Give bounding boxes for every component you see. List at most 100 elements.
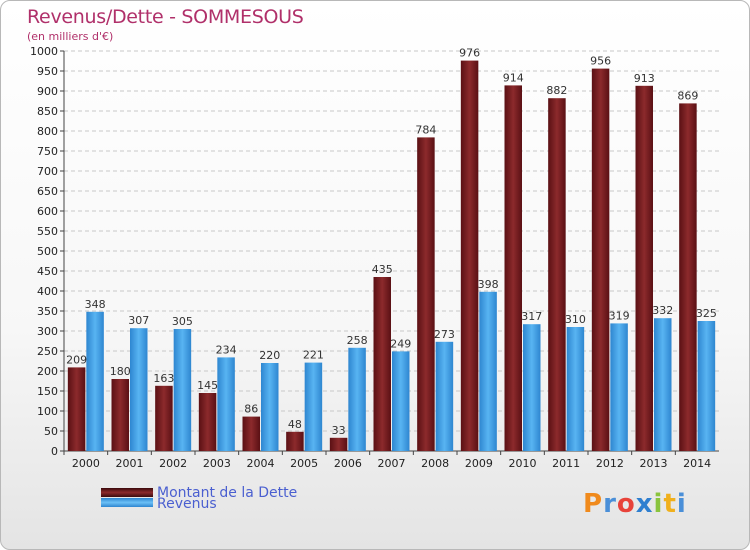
data-label-revenus-2010: 317 [521, 310, 542, 323]
bar-debt-2000 [67, 367, 86, 451]
bar-revenus-2000 [86, 311, 104, 451]
bar-revenus-2003 [217, 357, 235, 451]
y-tick-label: 0 [51, 445, 58, 458]
bar-debt-2003 [198, 393, 217, 451]
y-tick-label: 1000 [30, 45, 58, 58]
y-tick-label: 550 [37, 225, 58, 238]
y-tick-label: 600 [37, 205, 58, 218]
x-tick-label: 2006 [334, 457, 362, 470]
bar-revenus-2011 [566, 327, 585, 451]
legend-label-revenus: Revenus [157, 496, 217, 512]
bar-revenus-2005 [304, 362, 323, 451]
data-label-debt-2001: 180 [110, 365, 131, 378]
data-label-debt-2014: 869 [677, 89, 698, 102]
bar-revenus-2010 [523, 324, 541, 451]
data-label-revenus-2000: 348 [85, 298, 106, 311]
y-tick-label: 900 [37, 85, 58, 98]
x-tick-label: 2011 [552, 457, 580, 470]
data-label-debt-2006: 33 [332, 424, 346, 437]
data-label-revenus-2012: 319 [609, 309, 630, 322]
bars [67, 60, 716, 452]
bar-revenus-2002 [173, 329, 192, 451]
y-tick-label: 800 [37, 125, 58, 138]
y-tick-label: 700 [37, 165, 58, 178]
bar-debt-2013 [635, 85, 653, 452]
bar-debt-2010 [504, 85, 522, 452]
y-tick-label: 350 [37, 305, 58, 318]
data-label-revenus-2006: 258 [347, 334, 368, 347]
y-tick-label: 750 [37, 145, 58, 158]
x-tick-label: 2010 [509, 457, 537, 470]
x-tick-label: 2009 [465, 457, 493, 470]
legend-label-debt: Montant de la Dette [157, 485, 298, 501]
data-label-debt-2005: 48 [288, 418, 302, 431]
data-label-revenus-2001: 307 [128, 314, 149, 327]
data-label-debt-2010: 914 [503, 71, 524, 84]
y-tick-label: 400 [37, 285, 58, 298]
data-labels: 209 348 180 307 163 305 145 234 86 220 48 221 33 258 4… [66, 47, 717, 437]
x-tick-label: 2005 [290, 457, 318, 470]
x-tick-label: 2002 [159, 457, 187, 470]
y-tick-label: 200 [37, 365, 58, 378]
bar-debt-2006 [329, 437, 348, 451]
x-tick-label: 2007 [378, 457, 406, 470]
bar-revenus-2014 [697, 321, 716, 451]
data-label-revenus-2005: 221 [303, 349, 324, 362]
x-tick-label: 2000 [72, 457, 100, 470]
bar-revenus-2013 [654, 318, 672, 451]
y-tick-label: 850 [37, 105, 58, 118]
data-label-debt-2002: 163 [153, 372, 174, 385]
data-label-debt-2004: 86 [244, 403, 258, 416]
bar-debt-2004 [242, 416, 260, 451]
bar-debt-2014 [679, 103, 697, 452]
chart-title: Revenus/Dette - SOMMESOUS [27, 6, 304, 28]
bar-revenus-2004 [261, 363, 279, 451]
data-label-revenus-2011: 310 [565, 313, 586, 326]
x-tick-label: 2008 [421, 457, 449, 470]
data-label-debt-2013: 913 [634, 72, 655, 85]
x-tick-label: 2012 [596, 457, 624, 470]
data-label-debt-2003: 145 [197, 379, 218, 392]
data-label-debt-2000: 209 [66, 353, 87, 366]
data-label-revenus-2007: 249 [390, 337, 411, 350]
axes: 0 50 100 150 200 250 300 350 400 450 500 550 600 650 7… [30, 45, 719, 470]
bar-debt-2012 [591, 68, 610, 451]
bar-debt-2001 [111, 379, 129, 451]
data-label-revenus-2013: 332 [652, 304, 673, 317]
bar-revenus-2001 [130, 328, 148, 451]
y-tick-label: 100 [37, 405, 58, 418]
data-label-revenus-2002: 305 [172, 315, 193, 328]
y-tick-label: 300 [37, 325, 58, 338]
y-tick-label: 450 [37, 265, 58, 278]
y-tick-label: 500 [37, 245, 58, 258]
bar-debt-2007 [373, 277, 391, 451]
bar-revenus-2009 [479, 291, 497, 451]
y-tick-label: 950 [37, 65, 58, 78]
proxiti-logo: Proxiti [583, 489, 687, 519]
bar-revenus-2012 [610, 323, 628, 451]
bar-debt-2008 [417, 137, 435, 451]
bar-revenus-2008 [435, 341, 454, 451]
data-label-revenus-2004: 220 [259, 349, 280, 362]
data-label-revenus-2009: 398 [478, 278, 499, 291]
y-tick-label: 650 [37, 185, 58, 198]
y-tick-label: 250 [37, 345, 58, 358]
bar-debt-2005 [286, 431, 304, 451]
y-tick-label: 50 [44, 425, 58, 438]
bar-debt-2011 [548, 98, 566, 451]
data-label-debt-2012: 956 [590, 55, 611, 68]
x-tick-label: 2004 [247, 457, 275, 470]
bar-debt-2009 [460, 60, 479, 451]
chart-subtitle: (en milliers d'€) [27, 30, 114, 43]
data-label-debt-2009: 976 [459, 47, 480, 60]
y-tick-label: 150 [37, 385, 58, 398]
legend-swatch-debt [101, 488, 153, 497]
x-tick-label: 2001 [116, 457, 144, 470]
data-label-revenus-2003: 234 [216, 343, 237, 356]
bar-revenus-2007 [392, 351, 410, 451]
x-tick-label: 2003 [203, 457, 231, 470]
legend-swatch-revenus [101, 498, 153, 507]
x-tick-label: 2014 [683, 457, 711, 470]
